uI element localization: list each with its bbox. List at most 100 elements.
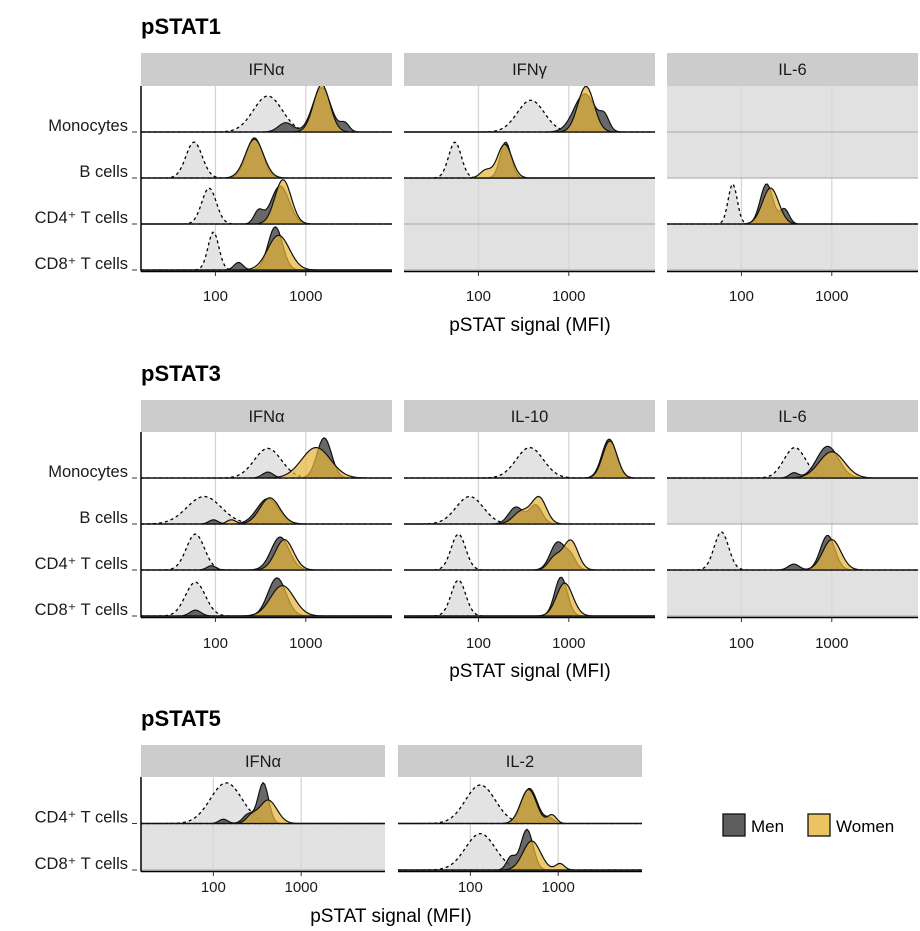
x-tick-label: 100	[729, 288, 754, 305]
x-tick-label: 1000	[542, 879, 575, 896]
x-tick-label: 100	[203, 635, 228, 652]
men-density	[667, 534, 918, 571]
women-density	[404, 582, 655, 617]
panel-ifnα: IFNα 100 1000	[140, 745, 385, 896]
x-tick-label: 1000	[815, 288, 848, 305]
women-density	[141, 584, 392, 617]
x-tick-label: 100	[203, 288, 228, 305]
women-density	[398, 840, 642, 871]
panel-ifnα: IFNα 100 1000	[140, 53, 392, 305]
women-density	[667, 451, 918, 479]
chart-pstat3: pSTAT3 Monocytes B cells CD4⁺ T cells CD8⁺ T…	[35, 361, 918, 682]
women-density	[141, 446, 392, 479]
women-density	[141, 138, 392, 179]
row-label: CD8⁺ T cells	[35, 601, 128, 619]
panel-il-6: IL-6 100 1000	[667, 53, 918, 305]
x-tick-label: 1000	[285, 879, 318, 896]
women-density	[141, 799, 385, 825]
men-density	[404, 576, 655, 617]
unstim-density	[667, 183, 918, 225]
women-density	[404, 440, 655, 479]
facet-strip	[404, 53, 655, 86]
chart-pstat5: pSTAT5 CD4⁺ T cells CD8⁺ T cells IFNα 100 100…	[35, 706, 642, 927]
facet-strip	[667, 400, 918, 432]
x-axis-title: pSTAT signal (MFI)	[449, 661, 611, 682]
empty-row-band	[667, 570, 918, 616]
x-tick-label: 1000	[289, 635, 322, 652]
x-tick-label: 100	[729, 635, 754, 652]
x-tick-label: 100	[466, 288, 491, 305]
row-label: CD4⁺ T cells	[35, 809, 128, 827]
panel-il-6: IL-6 100 1000	[667, 400, 918, 652]
row-label: CD4⁺ T cells	[35, 555, 128, 573]
x-axis-title: pSTAT signal (MFI)	[310, 906, 472, 927]
facet-label: IFNα	[245, 753, 282, 771]
row-label: B cells	[79, 509, 128, 527]
panel-ifnγ: IFNγ 100 1000	[404, 53, 655, 305]
facet-strip	[141, 53, 392, 86]
chart-title: pSTAT1	[141, 14, 221, 39]
row-label: B cells	[79, 163, 128, 181]
panel-ifnα: IFNα 100 1000	[140, 400, 392, 652]
x-axis-title: pSTAT signal (MFI)	[449, 315, 611, 336]
facet-label: IL-6	[778, 408, 806, 426]
facet-strip	[404, 400, 655, 432]
women-density	[141, 497, 392, 525]
facet-label: IFNγ	[512, 61, 548, 79]
women-density	[398, 788, 642, 825]
men-density	[404, 541, 655, 571]
unstim-density	[404, 99, 655, 133]
facet-label: IL-10	[511, 408, 549, 426]
facet-strip	[667, 53, 918, 86]
facet-label: IFNα	[248, 408, 285, 426]
empty-row-band	[404, 178, 655, 224]
unstim-density	[404, 579, 655, 617]
panel-il-2: IL-2 100 1000	[398, 745, 642, 896]
chart-pstat1: pSTAT1 Monocytes B cells CD4⁺ T cells CD8⁺ T…	[35, 14, 918, 336]
x-tick-label: 100	[458, 879, 483, 896]
empty-row-band	[667, 86, 918, 132]
women-density	[404, 495, 655, 525]
x-tick-label: 1000	[289, 288, 322, 305]
chart-title: pSTAT3	[141, 361, 221, 386]
legend-label: Women	[836, 817, 894, 836]
chart-title: pSTAT5	[141, 706, 221, 731]
empty-row-band	[667, 224, 918, 270]
women-density	[141, 178, 392, 225]
men-density	[404, 141, 655, 179]
x-tick-label: 1000	[552, 635, 585, 652]
women-density	[141, 538, 392, 571]
women-density	[667, 538, 918, 571]
unstim-density	[404, 533, 655, 571]
women-density	[404, 539, 655, 571]
facet-strip	[141, 400, 392, 432]
x-tick-label: 1000	[552, 288, 585, 305]
empty-row-band	[141, 823, 385, 870]
unstim-density	[141, 95, 392, 133]
x-tick-label: 1000	[815, 635, 848, 652]
women-density	[404, 86, 655, 133]
row-label: CD4⁺ T cells	[35, 209, 128, 227]
x-tick-label: 100	[466, 635, 491, 652]
unstim-density	[404, 141, 655, 179]
legend-label: Men	[751, 817, 784, 836]
panel-il-10: IL-10 100 1000	[404, 400, 655, 652]
x-tick-label: 100	[201, 879, 226, 896]
facet-label: IL-2	[506, 753, 534, 771]
facet-strip	[141, 745, 385, 777]
legend: Men Women	[722, 813, 894, 837]
row-label: Monocytes	[48, 117, 128, 135]
legend-swatch	[807, 813, 831, 837]
row-label: CD8⁺ T cells	[35, 855, 128, 873]
women-density	[667, 187, 918, 225]
row-label: CD8⁺ T cells	[35, 255, 128, 273]
women-density	[141, 86, 392, 133]
legend-swatch	[722, 813, 746, 837]
facet-label: IFNα	[248, 61, 285, 79]
facet-strip	[398, 745, 642, 777]
empty-row-band	[404, 224, 655, 270]
women-density	[141, 234, 392, 271]
men-density	[667, 183, 918, 225]
women-density	[404, 143, 655, 179]
